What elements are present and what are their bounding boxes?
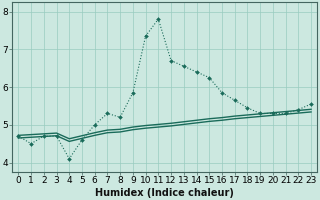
X-axis label: Humidex (Indice chaleur): Humidex (Indice chaleur): [95, 188, 234, 198]
